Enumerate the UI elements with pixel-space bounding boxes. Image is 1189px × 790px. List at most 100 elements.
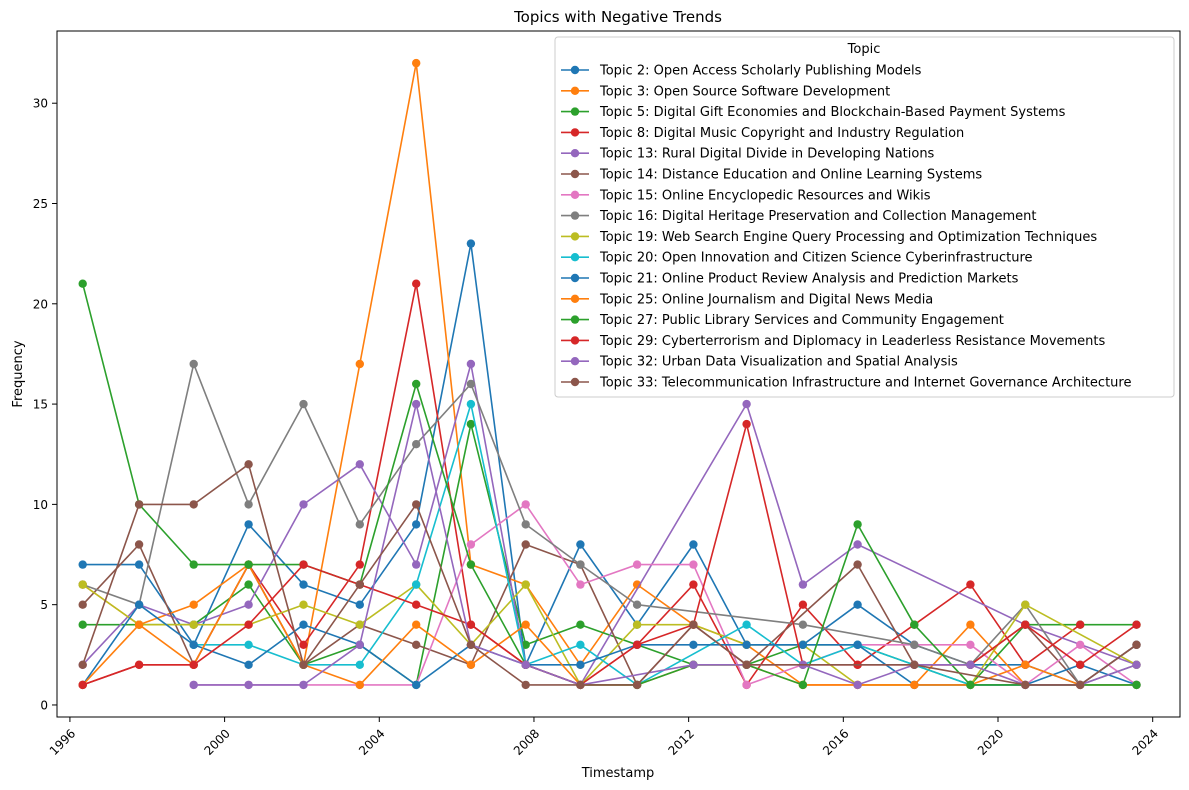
- data-point: [632, 680, 642, 690]
- legend-label: Topic 13: Rural Digital Divide in Develo…: [599, 147, 935, 162]
- data-point: [355, 560, 364, 569]
- data-point: [189, 560, 198, 569]
- legend-label: Topic 32: Urban Data Visualization and S…: [599, 355, 958, 370]
- data-point: [134, 600, 144, 609]
- data-point: [632, 620, 642, 629]
- data-point: [412, 680, 421, 690]
- y-tick-label: 20: [33, 297, 48, 311]
- legend-swatch-marker: [570, 211, 580, 220]
- legend-swatch-marker: [570, 149, 580, 158]
- legend-item: Topic 21: Online Product Review Analysis…: [561, 272, 1019, 287]
- data-point: [466, 359, 476, 369]
- data-point: [78, 279, 87, 288]
- legend-item: Topic 16: Digital Heritage Preservation …: [561, 209, 1037, 224]
- y-tick-label: 25: [33, 197, 48, 211]
- data-point: [299, 560, 308, 569]
- data-point: [1021, 660, 1030, 669]
- data-point: [521, 520, 530, 529]
- data-point: [1021, 620, 1030, 629]
- data-point: [189, 680, 198, 690]
- y-axis: 0 5 10 15 20 25 30: [33, 97, 57, 712]
- legend-item: Topic 25: Online Journalism and Digital …: [561, 292, 933, 307]
- legend-item: Topic 2: Open Access Scholarly Publishin…: [561, 64, 922, 79]
- legend-item: Topic 3: Open Source Software Developmen…: [561, 84, 890, 99]
- legend-label: Topic 20: Open Innovation and Citizen Sc…: [599, 251, 1033, 266]
- data-point: [78, 560, 87, 569]
- legend-item: Topic 29: Cyberterrorism and Diplomacy i…: [561, 334, 1106, 349]
- data-point: [1021, 680, 1030, 690]
- data-point: [466, 379, 476, 389]
- data-point: [466, 419, 476, 429]
- data-point: [1076, 680, 1085, 690]
- data-point: [412, 620, 421, 629]
- data-point: [742, 680, 751, 690]
- x-axis-label: Timestamp: [581, 766, 655, 781]
- legend-title: Topic: [847, 42, 881, 57]
- legend-label: Topic 16: Digital Heritage Preservation …: [599, 209, 1037, 224]
- data-point: [689, 560, 698, 569]
- legend-item: Topic 33: Telecommunication Infrastructu…: [561, 376, 1131, 391]
- legend: Topic Topic 2: Open Access Scholarly Pub…: [554, 36, 1175, 398]
- legend-label: Topic 14: Distance Education and Online …: [599, 168, 982, 183]
- y-tick-label: 0: [40, 698, 48, 712]
- legend-box: [554, 36, 1175, 398]
- data-point: [521, 580, 530, 589]
- y-tick-label: 10: [33, 498, 48, 512]
- data-point: [1076, 620, 1085, 629]
- data-point: [134, 660, 144, 669]
- data-point: [576, 540, 585, 549]
- data-point: [1076, 660, 1085, 669]
- data-point: [412, 640, 421, 649]
- data-point: [521, 640, 530, 649]
- legend-swatch-marker: [570, 315, 580, 324]
- data-point: [412, 399, 421, 409]
- y-tick-label: 30: [33, 97, 48, 111]
- data-point: [244, 460, 253, 469]
- data-point: [910, 680, 919, 690]
- data-point: [466, 239, 476, 248]
- data-point: [853, 540, 862, 549]
- data-point: [521, 660, 530, 669]
- data-point: [412, 580, 421, 589]
- data-point: [244, 660, 253, 669]
- data-point: [412, 500, 421, 509]
- legend-swatch-marker: [570, 86, 580, 96]
- data-point: [244, 680, 253, 690]
- legend-item: Topic 13: Rural Digital Divide in Develo…: [561, 147, 935, 162]
- data-point: [576, 660, 585, 669]
- data-point: [742, 620, 751, 629]
- data-point: [134, 620, 144, 629]
- legend-label: Topic 15: Online Encyclopedic Resources …: [599, 188, 931, 203]
- legend-swatch-marker: [570, 273, 580, 283]
- data-point: [632, 600, 642, 609]
- legend-label: Topic 2: Open Access Scholarly Publishin…: [599, 64, 922, 79]
- data-point: [689, 540, 698, 549]
- data-point: [134, 500, 144, 509]
- legend-swatch-marker: [570, 357, 580, 366]
- legend-swatch-marker: [570, 377, 580, 387]
- data-point: [466, 399, 476, 409]
- data-point: [742, 660, 751, 669]
- legend-item: Topic 19: Web Search Engine Query Proces…: [561, 230, 1097, 245]
- data-point: [910, 620, 919, 629]
- y-tick-label: 15: [33, 398, 48, 412]
- data-point: [910, 640, 919, 649]
- data-point: [742, 399, 751, 409]
- data-point: [853, 560, 862, 569]
- legend-swatch-marker: [570, 65, 580, 75]
- data-point: [355, 680, 364, 690]
- legend-label: Topic 33: Telecommunication Infrastructu…: [599, 376, 1131, 391]
- data-point: [466, 540, 476, 549]
- data-point: [299, 620, 308, 629]
- data-point: [134, 540, 144, 549]
- data-point: [966, 580, 975, 589]
- data-point: [355, 600, 364, 609]
- data-point: [798, 640, 808, 649]
- legend-label: Topic 3: Open Source Software Developmen…: [599, 84, 890, 99]
- legend-item: Topic 5: Digital Gift Economies and Bloc…: [561, 105, 1066, 120]
- data-point: [412, 600, 421, 609]
- data-point: [244, 500, 253, 509]
- legend-swatch-marker: [570, 128, 580, 137]
- data-point: [576, 580, 585, 589]
